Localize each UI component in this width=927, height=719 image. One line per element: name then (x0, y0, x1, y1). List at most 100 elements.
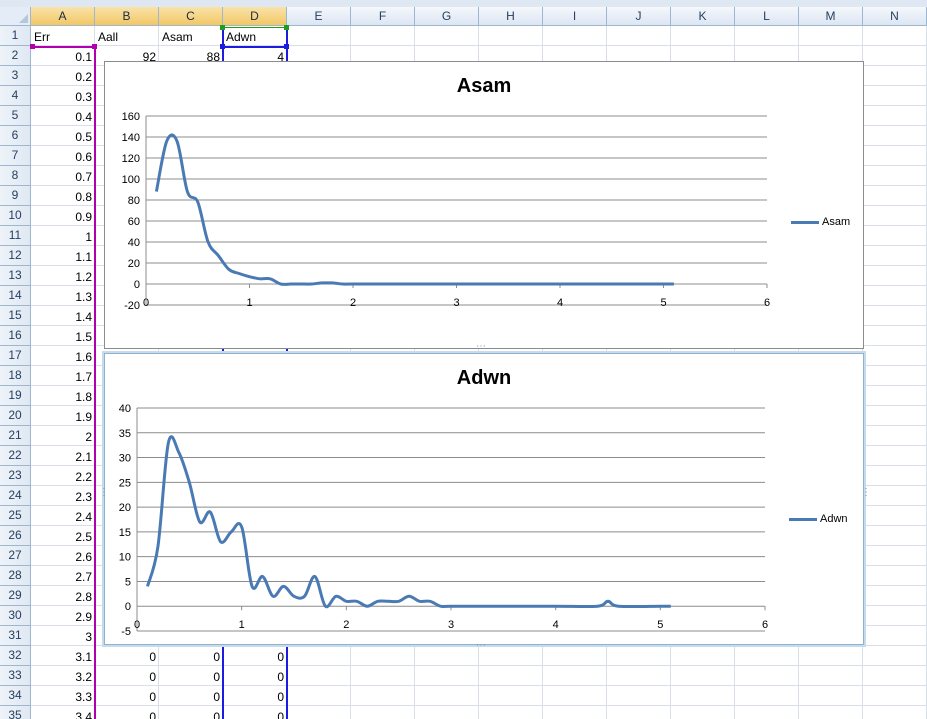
cell-A13[interactable]: 1.2 (75, 270, 92, 284)
resize-handle-left[interactable]: ⋮ (99, 487, 110, 498)
cell-A32[interactable]: 3.1 (75, 650, 92, 664)
series-line-adwn[interactable] (146, 435, 671, 609)
cell-A23[interactable]: 2.2 (75, 470, 92, 484)
column-header-A[interactable]: A (31, 7, 95, 26)
row-header-31[interactable]: 31 (0, 626, 31, 646)
cell-D32[interactable]: 0 (277, 650, 284, 664)
range-handle[interactable] (92, 44, 97, 49)
cell-D33[interactable]: 0 (277, 670, 284, 684)
cell-A31[interactable]: 3 (85, 630, 92, 644)
cell-A30[interactable]: 2.9 (75, 610, 92, 624)
column-header-F[interactable]: F (351, 7, 415, 26)
cell-A17[interactable]: 1.6 (75, 350, 92, 364)
row-header-21[interactable]: 21 (0, 426, 31, 446)
row-header-35[interactable]: 35 (0, 706, 31, 719)
row-header-19[interactable]: 19 (0, 386, 31, 406)
row-header-9[interactable]: 9 (0, 186, 31, 206)
row-header-7[interactable]: 7 (0, 146, 31, 166)
row-header-13[interactable]: 13 (0, 266, 31, 286)
row-header-1[interactable]: 1 (0, 26, 31, 46)
row-header-4[interactable]: 4 (0, 86, 31, 106)
resize-handle-bottom[interactable]: ⋯ (476, 640, 487, 651)
cell-A20[interactable]: 1.9 (75, 410, 92, 424)
column-header-E[interactable]: E (287, 7, 351, 26)
cell-A9[interactable]: 0.8 (75, 190, 92, 204)
row-header-8[interactable]: 8 (0, 166, 31, 186)
asam-chart[interactable]: Asam -20 0 20 40 60 80 100 120 140 160 0 1 2 3 4 5 6 Asa… (104, 61, 864, 349)
row-header-10[interactable]: 10 (0, 206, 31, 226)
row-header-17[interactable]: 17 (0, 346, 31, 366)
cell-A24[interactable]: 2.3 (75, 490, 92, 504)
cell-C33[interactable]: 0 (213, 670, 220, 684)
range-handle[interactable] (284, 44, 289, 49)
cell-B32[interactable]: 0 (149, 650, 156, 664)
cell-A27[interactable]: 2.6 (75, 550, 92, 564)
resize-handle-top[interactable]: ⋯ (476, 341, 487, 352)
row-header-3[interactable]: 3 (0, 66, 31, 86)
resize-handle-right[interactable]: ⋮ (861, 487, 872, 498)
chart-legend[interactable]: Adwn (789, 513, 848, 525)
row-header-29[interactable]: 29 (0, 586, 31, 606)
select-all-corner[interactable] (0, 7, 31, 26)
cell-A16[interactable]: 1.5 (75, 330, 92, 344)
row-header-24[interactable]: 24 (0, 486, 31, 506)
cell-A34[interactable]: 3.3 (75, 690, 92, 704)
cell-C1[interactable]: Asam (162, 30, 193, 44)
column-header-G[interactable]: G (415, 7, 479, 26)
cell-A11[interactable]: 1 (85, 230, 92, 244)
cell-A25[interactable]: 2.4 (75, 510, 92, 524)
column-header-D[interactable]: D (223, 7, 287, 26)
cell-A22[interactable]: 2.1 (75, 450, 92, 464)
cell-C35[interactable]: 0 (213, 710, 220, 719)
row-header-26[interactable]: 26 (0, 526, 31, 546)
row-header-34[interactable]: 34 (0, 686, 31, 706)
series-line-asam[interactable] (154, 133, 674, 286)
row-header-20[interactable]: 20 (0, 406, 31, 426)
cell-B35[interactable]: 0 (149, 710, 156, 719)
row-header-14[interactable]: 14 (0, 286, 31, 306)
row-header-2[interactable]: 2 (0, 46, 31, 66)
cell-A8[interactable]: 0.7 (75, 170, 92, 184)
cell-A19[interactable]: 1.8 (75, 390, 92, 404)
cell-A29[interactable]: 2.8 (75, 590, 92, 604)
row-header-11[interactable]: 11 (0, 226, 31, 246)
column-header-I[interactable]: I (543, 7, 607, 26)
row-header-5[interactable]: 5 (0, 106, 31, 126)
column-header-B[interactable]: B (95, 7, 159, 26)
cell-D35[interactable]: 0 (277, 710, 284, 719)
column-header-H[interactable]: H (479, 7, 543, 26)
cell-A12[interactable]: 1.1 (75, 250, 92, 264)
cell-A10[interactable]: 0.9 (75, 210, 92, 224)
cell-A5[interactable]: 0.4 (75, 110, 92, 124)
range-handle[interactable] (220, 44, 225, 49)
cell-A33[interactable]: 3.2 (75, 670, 92, 684)
row-header-32[interactable]: 32 (0, 646, 31, 666)
cell-A7[interactable]: 0.6 (75, 150, 92, 164)
column-header-J[interactable]: J (607, 7, 671, 26)
row-header-15[interactable]: 15 (0, 306, 31, 326)
cell-A14[interactable]: 1.3 (75, 290, 92, 304)
column-header-K[interactable]: K (671, 7, 735, 26)
column-header-L[interactable]: L (735, 7, 799, 26)
row-header-28[interactable]: 28 (0, 566, 31, 586)
cell-A6[interactable]: 0.5 (75, 130, 92, 144)
cell-A15[interactable]: 1.4 (75, 310, 92, 324)
cell-D2[interactable]: 4 (277, 50, 284, 64)
cell-A35[interactable]: 3.4 (75, 710, 92, 719)
row-header-16[interactable]: 16 (0, 326, 31, 346)
cell-A28[interactable]: 2.7 (75, 570, 92, 584)
cell-B2[interactable]: 92 (142, 50, 156, 64)
cell-A2[interactable]: 0.1 (75, 50, 92, 64)
range-handle[interactable] (284, 25, 289, 30)
cell-B1[interactable]: Aall (98, 30, 119, 44)
cell-A4[interactable]: 0.3 (75, 90, 92, 104)
cell-D34[interactable]: 0 (277, 690, 284, 704)
cell-A1[interactable]: Err (34, 30, 50, 44)
column-header-N[interactable]: N (863, 7, 927, 26)
cell-D1[interactable]: Adwn (226, 30, 257, 44)
row-header-6[interactable]: 6 (0, 126, 31, 146)
cell-A21[interactable]: 2 (85, 430, 92, 444)
row-header-30[interactable]: 30 (0, 606, 31, 626)
cell-C2[interactable]: 88 (206, 50, 220, 64)
